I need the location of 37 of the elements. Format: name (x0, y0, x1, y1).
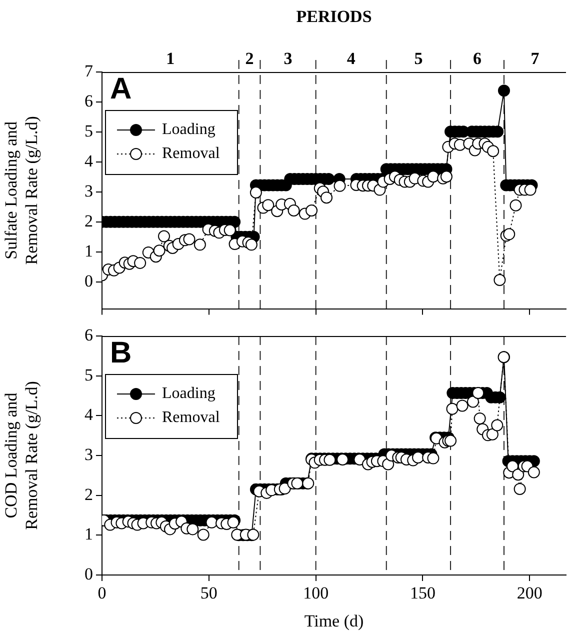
x-tick-label: 50 (200, 584, 218, 603)
legend-label: Loading (162, 385, 216, 402)
y-tick-label: 4 (84, 405, 94, 424)
y-tick-label: 1 (84, 524, 93, 544)
x-tick-label: 150 (410, 584, 436, 603)
text: 1 (166, 49, 175, 68)
y-axis-title: COD Loading and Removal Rate (g/L.d) (2, 381, 42, 530)
y-tick-label: 5 (84, 365, 93, 384)
legend-label: Loading (162, 121, 216, 138)
text: 7 (530, 49, 540, 68)
y-tick-label: 3 (84, 444, 93, 464)
legend-label: Removal (162, 409, 220, 426)
x-tick-label: 200 (516, 584, 542, 603)
y-tick-label: 2 (84, 484, 93, 504)
y-axis-title: Sulfate Loading and Removal Rate (g/L.d) (2, 116, 42, 265)
y-tick-label: 0 (84, 271, 93, 290)
y-tick-label: 7 (84, 61, 94, 80)
text: 3 (284, 49, 292, 68)
text: 4 (346, 49, 356, 68)
y-tick-label: 6 (84, 91, 93, 110)
y-tick-label: 1 (84, 241, 93, 260)
y-tick-label: 2 (84, 211, 93, 230)
x-axis-title: Time (d) (304, 611, 364, 630)
legend-label: Removal (162, 145, 220, 162)
text: 5 (414, 49, 423, 68)
y-tick-label: 3 (84, 181, 93, 200)
y-tick-label: 4 (84, 151, 94, 170)
x2-axis-title: PERIODS (296, 7, 372, 26)
text: 6 (473, 49, 482, 68)
x-tick-label: 100 (303, 584, 329, 603)
x-tick-label: 0 (98, 584, 106, 603)
y-tick-label: 5 (84, 121, 93, 140)
y-tick-label: 6 (84, 325, 93, 344)
text: 2 (245, 49, 254, 68)
y-tick-label: 0 (84, 564, 93, 584)
annotation: A (110, 72, 132, 106)
annotation: B (110, 336, 132, 370)
